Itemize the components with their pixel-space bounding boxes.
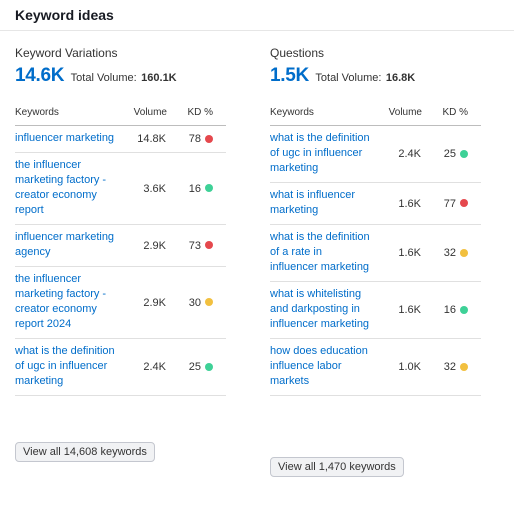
table-row: what is whitelisting and darkposting in … <box>270 282 481 339</box>
table-row: what is influencer marketing 1.6K 77 <box>270 183 481 225</box>
question-link[interactable]: what is the definition of ugc in influen… <box>270 132 370 174</box>
widget-header: Keyword ideas <box>0 0 514 31</box>
column-header-keywords: Keywords <box>270 107 314 118</box>
table-row: influencer marketing agency 2.9K 73 <box>15 225 226 267</box>
column-header-volume: Volume <box>133 107 167 118</box>
keyword-table: influencer marketing 14.8K 78 the influe… <box>15 126 226 396</box>
column-header-volume: Volume <box>388 107 422 118</box>
kd-value: 25 <box>188 361 201 373</box>
questions-table: what is the definition of ugc in influen… <box>270 126 481 396</box>
question-link[interactable]: how does education influence labor marke… <box>270 345 368 387</box>
table-row: what is the definition of a rate in infl… <box>270 225 481 282</box>
kd-indicator-dot <box>460 149 468 158</box>
keyword-link[interactable]: the influencer marketing factory - creat… <box>15 273 107 330</box>
keyword-difficulty: 77 <box>444 198 468 210</box>
table-row: influencer marketing 14.8K 78 <box>15 126 226 153</box>
kd-indicator-dot <box>205 241 213 249</box>
keyword-volume: 2.9K <box>143 239 166 252</box>
keyword-link[interactable]: the influencer marketing factory - creat… <box>15 159 107 216</box>
keyword-link[interactable]: what is the definition of ugc in influen… <box>15 345 115 387</box>
questions-count: 1.5K <box>270 65 309 86</box>
kd-indicator-dot <box>460 305 468 314</box>
kd-value: 73 <box>188 239 201 252</box>
kd-value: 32 <box>443 361 456 373</box>
variations-count: 14.6K <box>15 65 65 86</box>
section-title: Keyword Variations <box>15 46 118 60</box>
table-row: the influencer marketing factory - creat… <box>15 153 226 225</box>
keyword-link[interactable]: influencer marketing agency <box>15 231 115 258</box>
kd-value: 30 <box>188 296 201 309</box>
table-row: what is the definition of ugc in influen… <box>15 339 226 396</box>
keyword-difficulty: 16 <box>444 304 468 316</box>
table-row: the influencer marketing factory - creat… <box>15 267 226 339</box>
kd-value: 25 <box>443 148 456 160</box>
kd-value: 16 <box>188 182 201 195</box>
kd-value: 16 <box>443 304 456 316</box>
kd-value: 78 <box>188 133 201 145</box>
column-header-kd: KD % <box>187 107 213 118</box>
keyword-difficulty: 73 <box>189 240 213 252</box>
keyword-difficulty: 78 <box>189 133 213 145</box>
keyword-difficulty: 25 <box>189 361 213 373</box>
keyword-volume: 3.6K <box>143 182 166 195</box>
keyword-volume: 14.8K <box>137 133 166 145</box>
question-link[interactable]: what is influencer marketing <box>270 189 355 216</box>
keyword-volume: 2.4K <box>398 148 421 160</box>
question-link[interactable]: what is the definition of a rate in infl… <box>270 231 370 273</box>
widget-title: Keyword ideas <box>15 7 114 23</box>
kd-indicator-dot <box>205 134 213 143</box>
keyword-difficulty: 30 <box>189 297 213 309</box>
section-stats: 1.5K Total Volume: 16.8K <box>270 65 415 87</box>
keyword-volume: 1.0K <box>398 361 421 373</box>
view-all-keywords-button[interactable]: View all 14,608 keywords <box>15 442 155 462</box>
keyword-volume: 1.6K <box>398 247 421 259</box>
total-volume-label: Total Volume: <box>70 72 137 84</box>
total-volume-value: 16.8K <box>385 72 416 84</box>
keyword-volume: 2.9K <box>143 296 166 309</box>
table-header: Keywords Volume KD % <box>270 105 481 126</box>
table-row: what is the definition of ugc in influen… <box>270 126 481 183</box>
kd-value: 32 <box>443 247 456 259</box>
kd-indicator-dot <box>460 248 468 257</box>
kd-indicator-dot <box>460 362 468 371</box>
question-link[interactable]: what is whitelisting and darkposting in … <box>270 288 370 330</box>
total-volume-value: 160.1K <box>141 72 177 84</box>
kd-indicator-dot <box>205 184 213 192</box>
keyword-volume: 1.6K <box>398 197 421 210</box>
kd-value: 77 <box>443 197 456 210</box>
keyword-difficulty: 32 <box>444 361 468 373</box>
column-header-keywords: Keywords <box>15 107 59 118</box>
keyword-difficulty: 16 <box>189 183 213 195</box>
section-stats: 14.6K Total Volume: 160.1K <box>15 65 177 87</box>
keyword-difficulty: 25 <box>444 148 468 160</box>
kd-indicator-dot <box>460 199 468 207</box>
section-title: Questions <box>270 46 325 60</box>
keyword-link[interactable]: influencer marketing <box>15 132 115 144</box>
table-header: Keywords Volume KD % <box>15 105 226 126</box>
view-all-questions-button[interactable]: View all 1,470 keywords <box>270 457 404 477</box>
keyword-difficulty: 32 <box>444 247 468 259</box>
total-volume-label: Total Volume: <box>315 72 382 84</box>
kd-indicator-dot <box>205 362 213 371</box>
column-header-kd: KD % <box>442 107 468 118</box>
keyword-volume: 2.4K <box>143 361 166 373</box>
kd-indicator-dot <box>205 298 213 306</box>
table-row: how does education influence labor marke… <box>270 339 481 396</box>
keyword-volume: 1.6K <box>398 304 421 316</box>
